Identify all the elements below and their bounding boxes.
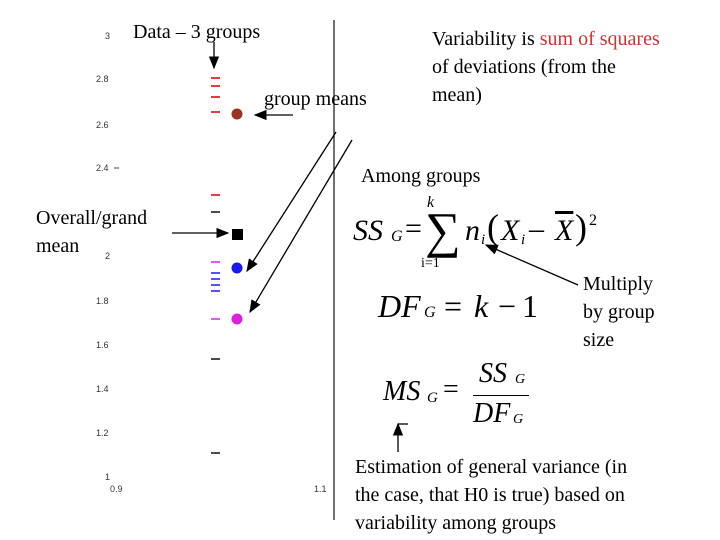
ssg-open-paren: ( (487, 207, 499, 247)
group-means-label: group means (264, 88, 367, 110)
ssg-formula: SS G = k ∑ i=1 n i ( X i – X ) 2 (353, 192, 613, 272)
dfg-one: 1 (522, 288, 538, 324)
multiply-note-line2: by group (583, 301, 655, 323)
blue-group-mean-point (231, 262, 243, 274)
ssg-n-subscript: i (481, 232, 486, 248)
y-tick-label: 1.4 (96, 384, 109, 394)
msg-denominator-subscript: G (513, 412, 524, 427)
grand-mean-label: Overall/grand mean (36, 204, 147, 260)
estimation-note-line2: the case, that H0 is true) based on (355, 484, 625, 506)
grand-mean-line2: mean (36, 235, 80, 257)
msg-numerator-subscript: G (515, 372, 526, 387)
multiply-note: Multiply by group size (583, 270, 655, 354)
ssg-exponent: 2 (589, 212, 597, 229)
diagram-title: Data – 3 groups (133, 21, 261, 43)
x-tick-label: 1.1 (314, 484, 327, 494)
ssg-grand-mean-x: X (555, 214, 574, 247)
y-tick-label: 2.6 (96, 120, 109, 130)
x-tick-label: 0.9 (110, 484, 123, 494)
grand-mean-line1: Overall/grand (36, 207, 148, 229)
dfg-minus: − (498, 288, 517, 324)
sum-lower-limit: i=1 (421, 256, 440, 271)
ssg-close-paren: ) (575, 207, 587, 247)
red-group-mean-point (231, 108, 243, 120)
dfg-lhs-subscript: G (424, 304, 436, 321)
msg-equals: = (443, 374, 459, 405)
sum-of-squares-highlight: sum of squares (539, 28, 660, 50)
y-tick-label: 2 (105, 251, 111, 261)
variability-note: Variability is sum of squares of deviati… (432, 25, 660, 109)
y-tick-label: 1.8 (96, 296, 109, 306)
dfg-lhs: DF (378, 288, 421, 324)
y-tick-label: 1.6 (96, 340, 109, 350)
summation-symbol: ∑ (425, 202, 461, 258)
ssg-n: n (465, 214, 480, 247)
dfg-k: k (474, 288, 489, 324)
ssg-minus: – (529, 212, 544, 245)
ssg-lhs: SS (353, 214, 383, 247)
data-tick-marks (211, 77, 220, 454)
ssg-x: X (501, 214, 520, 247)
among-groups-arrow-blue (246, 131, 337, 273)
sum-upper-limit: k (427, 194, 435, 211)
msg-lhs: MS (383, 376, 421, 407)
among-groups-label: Among groups (361, 165, 481, 187)
magenta-group-mean-point (231, 313, 243, 325)
multiply-note-line3: size (583, 329, 615, 351)
estimation-note: Estimation of general variance (in the c… (355, 453, 627, 537)
multiply-arrow (484, 244, 579, 286)
y-tick-label: 1.2 (96, 428, 109, 438)
ssg-equals: = (405, 212, 422, 245)
msg-formula: MS G = SS G DF G (383, 358, 543, 434)
estimation-note-line3: variability among groups (355, 512, 557, 534)
msg-numerator: SS (479, 358, 507, 389)
y-tick-label: 2.8 (96, 74, 109, 84)
variability-note-line2: of deviations (from the (432, 56, 616, 78)
among-groups-arrow-magenta (249, 139, 353, 314)
multiply-note-line1: Multiply (583, 273, 654, 295)
y-tick-label: 3 (105, 31, 111, 41)
estimation-note-line1: Estimation of general variance (in (355, 456, 628, 478)
y-tick-label: 2.4 (96, 163, 109, 173)
msg-fraction-bar (473, 395, 529, 396)
variability-note-line3: mean) (432, 84, 482, 106)
grand-mean-point (232, 229, 243, 240)
y-tick-label: 1 (105, 472, 111, 482)
msg-denominator: DF (473, 398, 511, 429)
variability-note-prefix: Variability is (432, 28, 540, 50)
msg-lhs-subscript: G (427, 390, 438, 406)
dfg-equals: = (444, 288, 463, 324)
ssg-lhs-subscript: G (391, 228, 403, 245)
ssg-x-subscript: i (521, 232, 526, 248)
dfg-formula: DF G = k − 1 (378, 288, 558, 332)
